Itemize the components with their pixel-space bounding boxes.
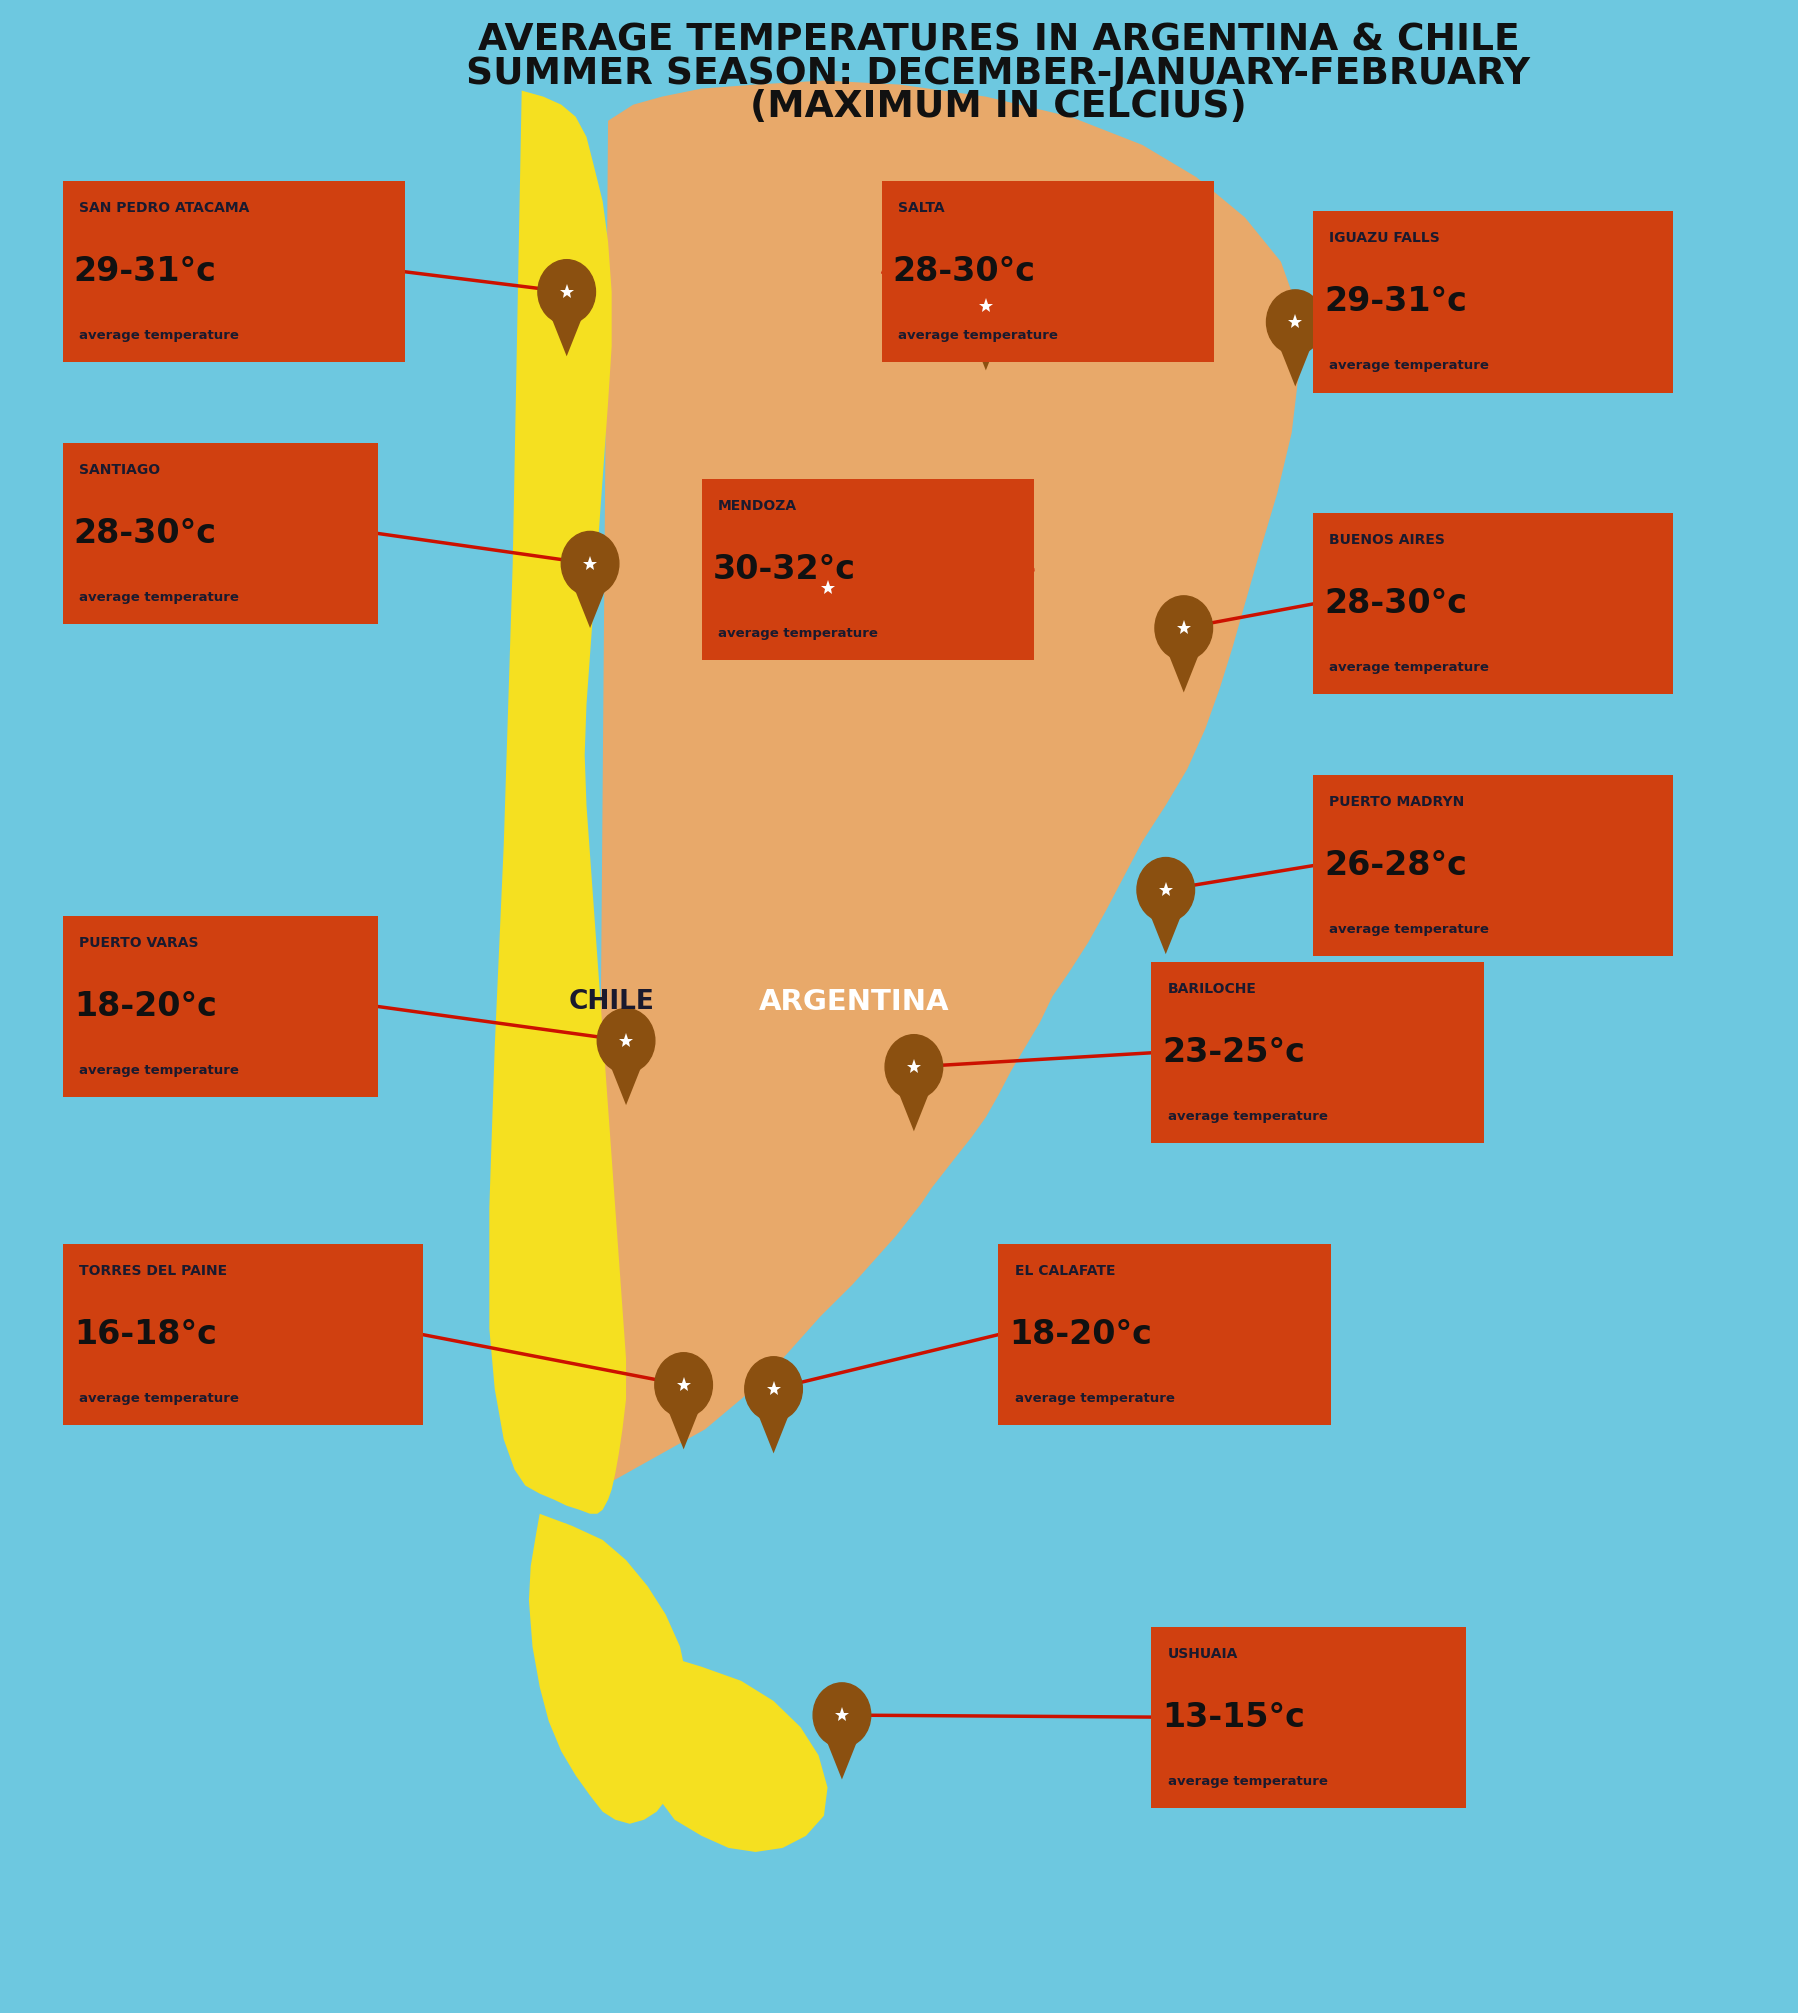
Circle shape (561, 531, 619, 596)
Text: 28-30°c: 28-30°c (74, 517, 216, 550)
Polygon shape (548, 1520, 575, 1546)
FancyBboxPatch shape (1151, 962, 1483, 1143)
Polygon shape (590, 81, 1298, 1490)
Text: average temperature: average temperature (1329, 360, 1489, 372)
Text: average temperature: average temperature (79, 1393, 239, 1405)
Polygon shape (619, 1695, 674, 1747)
Text: 26-28°c: 26-28°c (1323, 849, 1465, 882)
Circle shape (654, 1353, 712, 1417)
Polygon shape (489, 91, 626, 1514)
Polygon shape (1219, 1627, 1277, 1695)
Text: USHUAIA: USHUAIA (1167, 1647, 1237, 1661)
Text: 18-20°c: 18-20°c (1009, 1319, 1151, 1351)
Polygon shape (597, 1661, 651, 1707)
Polygon shape (669, 1413, 698, 1449)
FancyBboxPatch shape (63, 916, 378, 1097)
Text: SALTA: SALTA (897, 201, 944, 215)
FancyBboxPatch shape (701, 479, 1034, 660)
Text: average temperature: average temperature (79, 592, 239, 604)
Polygon shape (529, 1514, 690, 1824)
Text: SUMMER SEASON: DECEMBER-JANUARY-FEBRUARY: SUMMER SEASON: DECEMBER-JANUARY-FEBRUARY (466, 56, 1530, 93)
FancyBboxPatch shape (63, 1244, 423, 1425)
Text: average temperature: average temperature (897, 330, 1057, 342)
Circle shape (798, 556, 856, 620)
Text: MENDOZA: MENDOZA (717, 499, 797, 513)
Text: average temperature: average temperature (717, 628, 877, 640)
Circle shape (1154, 596, 1212, 660)
Polygon shape (899, 1095, 928, 1131)
Polygon shape (1169, 656, 1197, 692)
Polygon shape (557, 1554, 590, 1586)
Circle shape (885, 1035, 942, 1099)
Circle shape (744, 1357, 802, 1421)
FancyBboxPatch shape (1313, 775, 1672, 956)
Text: PUERTO MADRYN: PUERTO MADRYN (1329, 795, 1464, 809)
Text: EL CALAFATE: EL CALAFATE (1014, 1264, 1115, 1278)
Text: AVERAGE TEMPERATURES IN ARGENTINA & CHILE: AVERAGE TEMPERATURES IN ARGENTINA & CHIL… (476, 22, 1519, 58)
Circle shape (597, 1009, 654, 1073)
Text: average temperature: average temperature (1167, 1775, 1327, 1788)
Polygon shape (759, 1417, 788, 1453)
Polygon shape (971, 334, 1000, 370)
Polygon shape (1151, 918, 1179, 954)
Circle shape (813, 1683, 870, 1747)
Polygon shape (552, 320, 581, 356)
Text: average temperature: average temperature (1014, 1393, 1174, 1405)
Text: 23-25°c: 23-25°c (1162, 1037, 1304, 1069)
Text: 16-18°c: 16-18°c (74, 1319, 216, 1351)
Text: BARILOCHE: BARILOCHE (1167, 982, 1255, 996)
Text: (MAXIMUM IN CELCIUS): (MAXIMUM IN CELCIUS) (750, 89, 1246, 125)
Text: PUERTO VARAS: PUERTO VARAS (79, 936, 198, 950)
Text: ARGENTINA: ARGENTINA (759, 988, 949, 1017)
Text: average temperature: average temperature (1167, 1111, 1327, 1123)
FancyBboxPatch shape (1313, 211, 1672, 393)
Polygon shape (1280, 350, 1309, 386)
Polygon shape (611, 1069, 640, 1105)
Circle shape (1136, 858, 1194, 922)
Text: average temperature: average temperature (1329, 924, 1489, 936)
Text: 30-32°c: 30-32°c (712, 554, 854, 586)
FancyBboxPatch shape (1151, 1627, 1465, 1808)
Polygon shape (644, 1655, 827, 1852)
Text: 28-30°c: 28-30°c (1323, 588, 1465, 620)
Text: 29-31°c: 29-31°c (74, 256, 216, 288)
Circle shape (538, 260, 595, 324)
Text: 28-30°c: 28-30°c (892, 256, 1034, 288)
Polygon shape (575, 592, 604, 628)
Polygon shape (813, 616, 841, 652)
FancyBboxPatch shape (881, 181, 1214, 362)
FancyBboxPatch shape (1313, 513, 1672, 694)
Text: SAN PEDRO ATACAMA: SAN PEDRO ATACAMA (79, 201, 250, 215)
FancyBboxPatch shape (63, 443, 378, 624)
Circle shape (1266, 290, 1323, 354)
Text: IGUAZU FALLS: IGUAZU FALLS (1329, 231, 1440, 246)
Circle shape (957, 274, 1014, 338)
Polygon shape (579, 1627, 626, 1667)
Text: 29-31°c: 29-31°c (1323, 286, 1465, 318)
Text: 18-20°c: 18-20°c (74, 990, 216, 1023)
Text: average temperature: average temperature (79, 1065, 239, 1077)
Text: CHILE: CHILE (568, 990, 654, 1015)
Text: BUENOS AIRES: BUENOS AIRES (1329, 533, 1444, 548)
Polygon shape (566, 1590, 608, 1627)
FancyBboxPatch shape (998, 1244, 1331, 1425)
Polygon shape (827, 1743, 856, 1779)
Text: SANTIAGO: SANTIAGO (79, 463, 160, 477)
Text: 13-15°c: 13-15°c (1162, 1701, 1304, 1733)
Text: TORRES DEL PAINE: TORRES DEL PAINE (79, 1264, 227, 1278)
Text: average temperature: average temperature (79, 330, 239, 342)
Text: average temperature: average temperature (1329, 662, 1489, 674)
FancyBboxPatch shape (63, 181, 405, 362)
